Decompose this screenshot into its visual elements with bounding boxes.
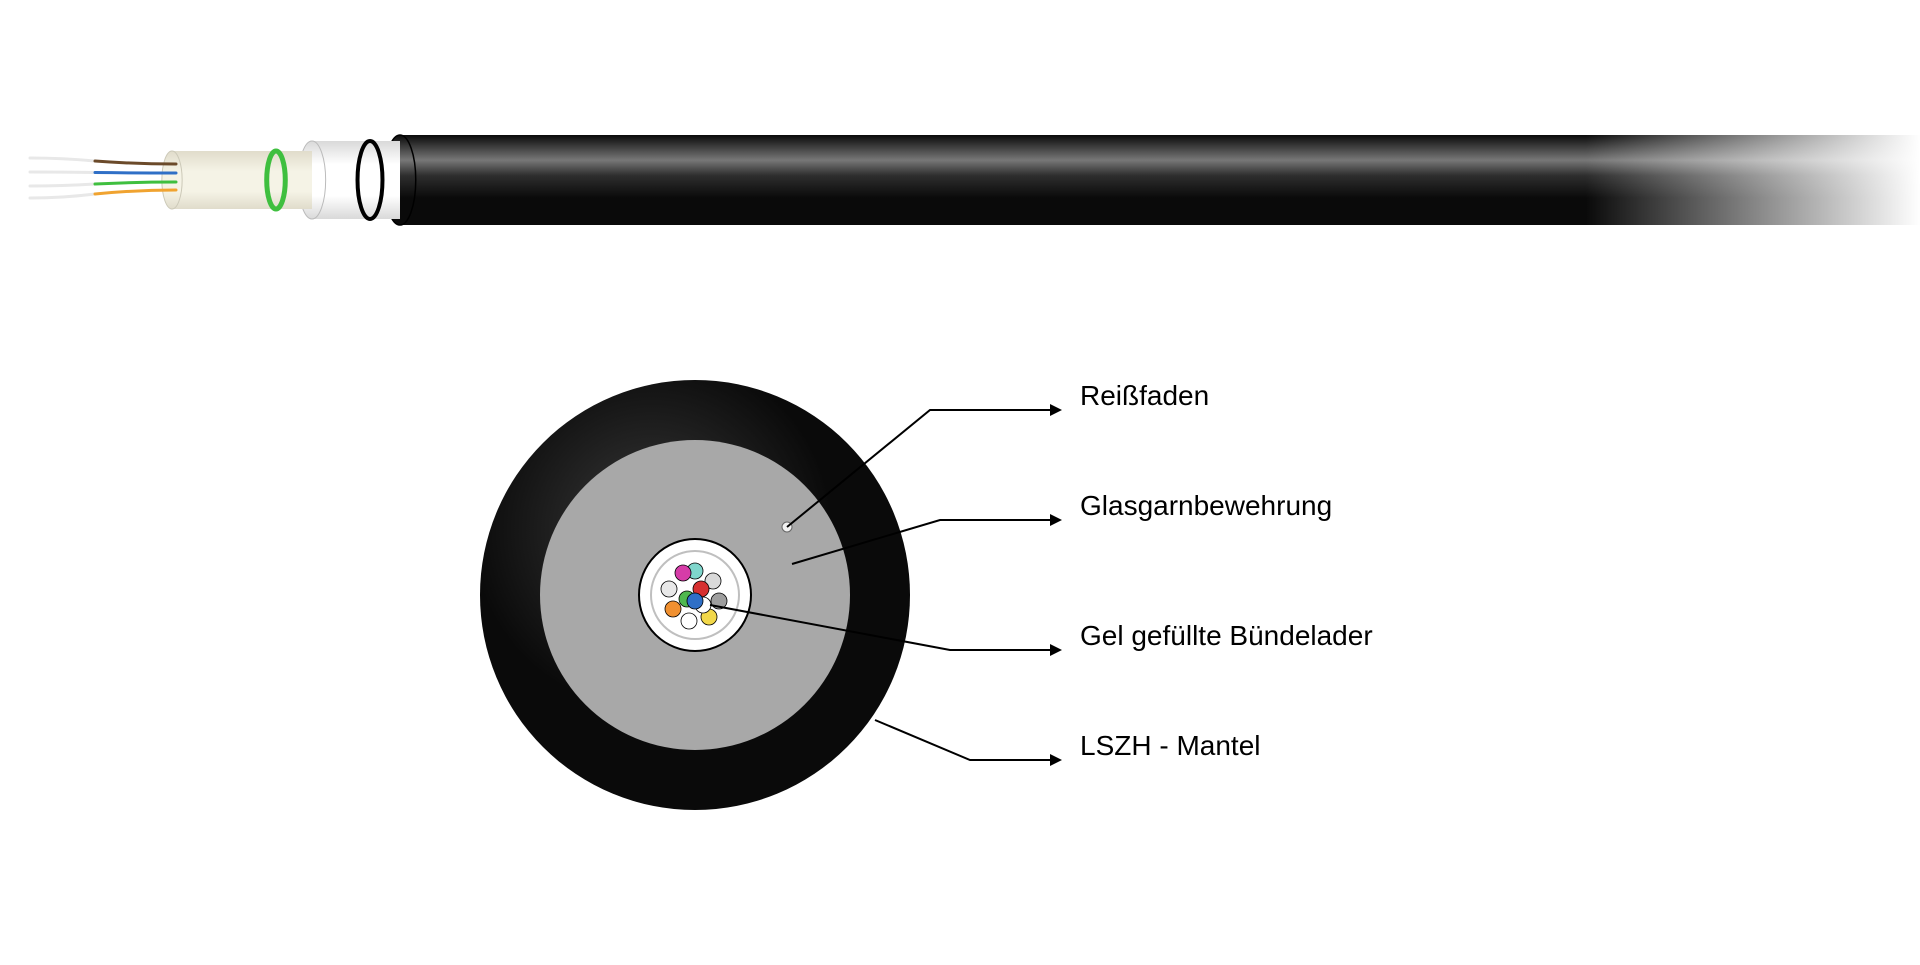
cs-fiber-dot: [687, 593, 703, 609]
cable-side-view: [30, 133, 1920, 227]
callout-label-glassyarn: Glasgarnbewehrung: [1080, 490, 1332, 522]
cs-fiber-dot: [681, 613, 697, 629]
inner-tube-side: [162, 151, 312, 209]
fibers-side: [30, 158, 176, 198]
fiber-bare: [30, 158, 95, 161]
fiber-colored: [95, 173, 176, 174]
callout-label-ripcord: Reißfaden: [1080, 380, 1209, 412]
callout-label-geltube: Gel gefüllte Bündelader: [1080, 620, 1373, 652]
callout-label-jacket: LSZH - Mantel: [1080, 730, 1261, 762]
white-band-side: [298, 141, 400, 219]
cs-fiber-dot: [675, 565, 691, 581]
fiber-bare: [30, 184, 95, 186]
callout-arrow-jacket: [875, 720, 1060, 760]
cs-fiber-dot: [661, 581, 677, 597]
cs-fiber-dot: [665, 601, 681, 617]
fiber-bare: [30, 172, 95, 173]
cable-diagram-svg: [0, 0, 1920, 960]
cable-cross-section: [480, 380, 910, 810]
fiber-bare: [30, 194, 95, 198]
